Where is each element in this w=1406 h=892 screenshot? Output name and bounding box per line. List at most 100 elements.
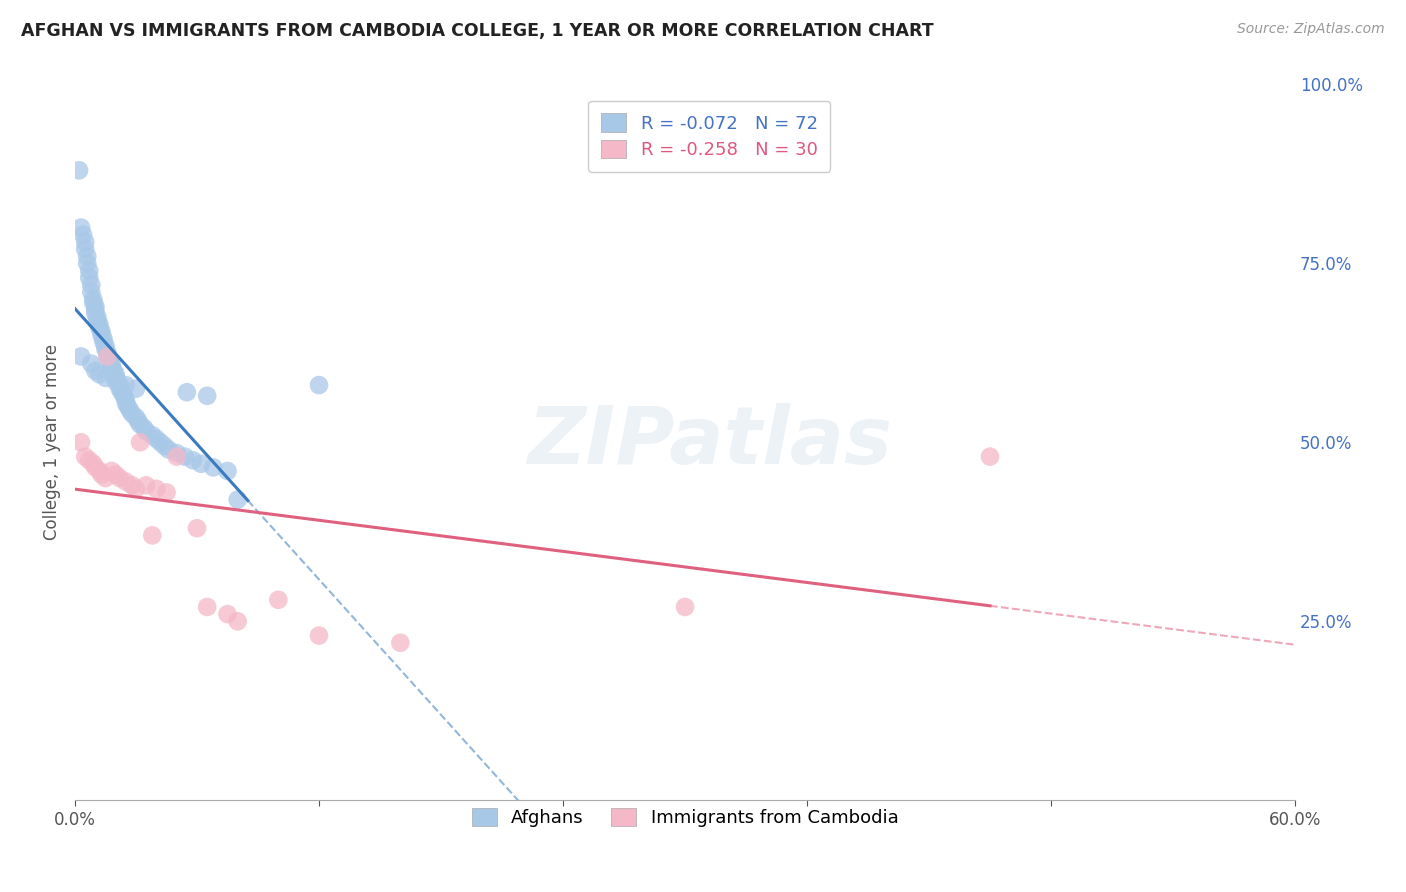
- Point: [166, 450, 188, 464]
- Point: [226, 614, 249, 628]
- Point: [176, 385, 198, 400]
- Point: [115, 475, 138, 489]
- Point: [86, 313, 108, 327]
- Point: [72, 227, 94, 242]
- Point: [308, 629, 330, 643]
- Point: [173, 450, 195, 464]
- Point: [84, 460, 107, 475]
- Point: [125, 482, 148, 496]
- Point: [84, 299, 107, 313]
- Point: [104, 375, 127, 389]
- Point: [84, 364, 107, 378]
- Point: [100, 357, 122, 371]
- Point: [115, 392, 138, 407]
- Point: [76, 249, 98, 263]
- Point: [100, 360, 122, 375]
- Point: [94, 471, 117, 485]
- Legend: Afghans, Immigrants from Cambodia: Afghans, Immigrants from Cambodia: [464, 800, 905, 834]
- Point: [86, 310, 108, 324]
- Point: [118, 403, 141, 417]
- Point: [226, 492, 249, 507]
- Point: [108, 382, 131, 396]
- Point: [104, 368, 127, 382]
- Point: [141, 528, 163, 542]
- Point: [267, 592, 290, 607]
- Point: [115, 396, 138, 410]
- Point: [89, 320, 111, 334]
- Point: [104, 467, 127, 482]
- Point: [673, 599, 696, 614]
- Point: [107, 375, 129, 389]
- Point: [93, 335, 115, 350]
- Point: [89, 368, 111, 382]
- Point: [195, 599, 218, 614]
- Point: [145, 432, 167, 446]
- Point: [308, 378, 330, 392]
- Point: [80, 285, 103, 299]
- Point: [153, 439, 176, 453]
- Point: [89, 464, 111, 478]
- Point: [202, 460, 225, 475]
- Point: [115, 378, 138, 392]
- Point: [70, 220, 93, 235]
- Point: [98, 353, 121, 368]
- Point: [90, 328, 112, 343]
- Point: [149, 435, 172, 450]
- Point: [76, 256, 98, 270]
- Point: [112, 389, 135, 403]
- Point: [117, 400, 139, 414]
- Point: [155, 485, 177, 500]
- Point: [80, 357, 103, 371]
- Point: [75, 235, 97, 249]
- Point: [217, 464, 239, 478]
- Text: ZIPatlas: ZIPatlas: [527, 403, 891, 482]
- Point: [121, 407, 143, 421]
- Point: [121, 478, 143, 492]
- Point: [82, 292, 104, 306]
- Point: [157, 442, 180, 457]
- Point: [96, 350, 118, 364]
- Point: [89, 317, 111, 331]
- Point: [166, 446, 188, 460]
- Point: [67, 163, 90, 178]
- Point: [75, 450, 97, 464]
- Point: [82, 457, 104, 471]
- Text: AFGHAN VS IMMIGRANTS FROM CAMBODIA COLLEGE, 1 YEAR OR MORE CORRELATION CHART: AFGHAN VS IMMIGRANTS FROM CAMBODIA COLLE…: [21, 22, 934, 40]
- Point: [70, 435, 93, 450]
- Point: [77, 270, 100, 285]
- Point: [129, 435, 152, 450]
- Y-axis label: College, 1 year or more: College, 1 year or more: [44, 344, 60, 541]
- Point: [82, 295, 104, 310]
- Point: [389, 636, 412, 650]
- Point: [190, 457, 212, 471]
- Point: [84, 302, 107, 317]
- Point: [77, 263, 100, 277]
- Point: [94, 339, 117, 353]
- Point: [181, 453, 204, 467]
- Point: [96, 346, 118, 360]
- Point: [75, 242, 97, 256]
- Text: Source: ZipAtlas.com: Source: ZipAtlas.com: [1237, 22, 1385, 37]
- Point: [93, 332, 115, 346]
- Point: [96, 350, 118, 364]
- Point: [100, 464, 122, 478]
- Point: [94, 343, 117, 357]
- Point: [141, 428, 163, 442]
- Point: [217, 607, 239, 621]
- Point: [111, 385, 134, 400]
- Point: [94, 371, 117, 385]
- Point: [125, 410, 148, 425]
- Point: [129, 417, 152, 432]
- Point: [135, 425, 157, 439]
- Point: [195, 389, 218, 403]
- Point: [135, 478, 157, 492]
- Point: [145, 482, 167, 496]
- Point: [90, 467, 112, 482]
- Point: [84, 306, 107, 320]
- Point: [125, 382, 148, 396]
- Point: [77, 453, 100, 467]
- Point: [134, 421, 156, 435]
- Point: [979, 450, 1001, 464]
- Point: [127, 414, 149, 428]
- Point: [186, 521, 208, 535]
